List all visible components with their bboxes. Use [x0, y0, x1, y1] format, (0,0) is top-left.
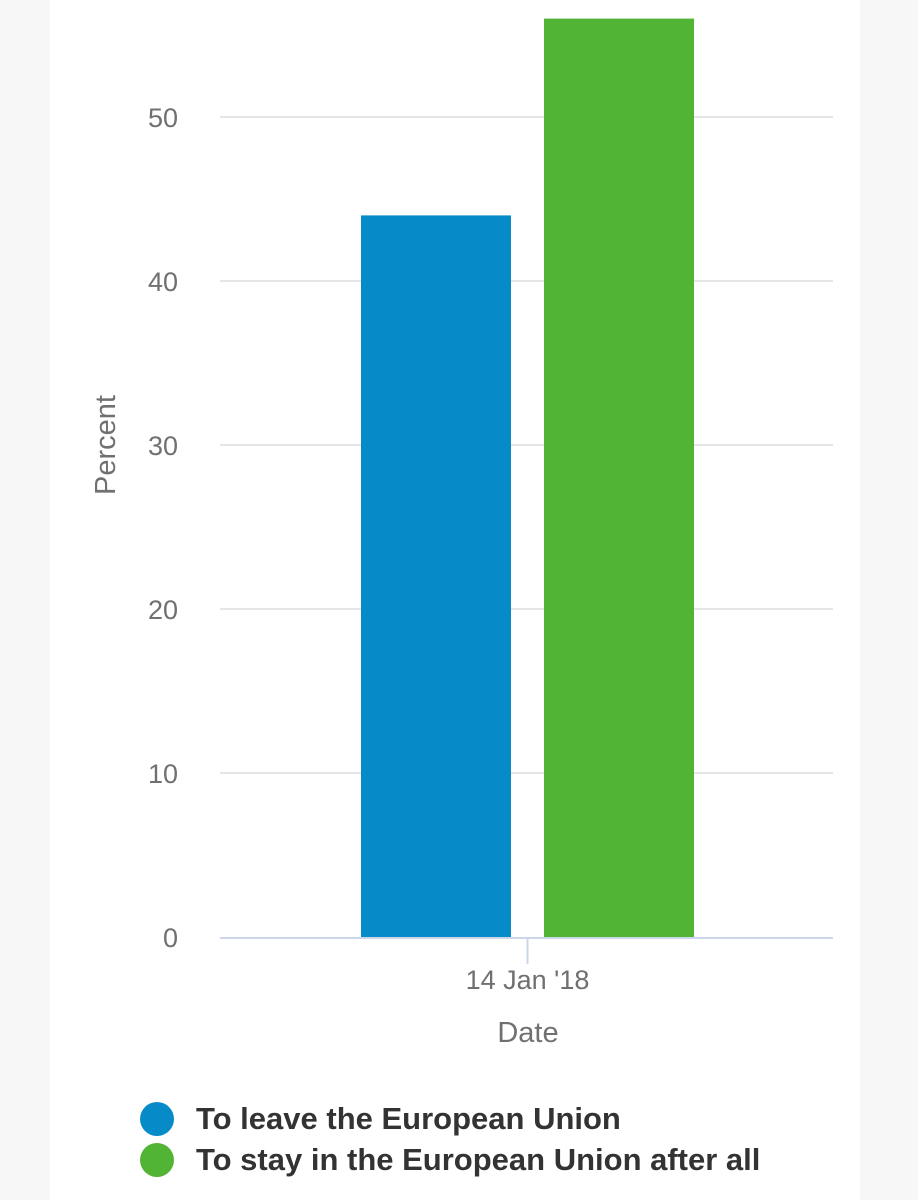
legend-item-stay[interactable]: To stay in the European Union after all [140, 1139, 760, 1180]
legend-item-leave[interactable]: To leave the European Union [140, 1098, 760, 1139]
y-tick-label: 40 [148, 267, 178, 297]
legend-swatch [140, 1142, 174, 1177]
bars [361, 18, 694, 938]
bar-stay[interactable] [544, 18, 694, 938]
bar-chart: 0 10 20 30 40 50 14 Jan '18 Percent Date [90, 18, 833, 1049]
y-tick-label: 0 [163, 923, 178, 953]
x-tick-label: 14 Jan '18 [466, 965, 590, 995]
y-tick-label: 30 [148, 431, 178, 461]
legend-label: To leave the European Union [196, 1100, 621, 1136]
y-tick-labels: 0 10 20 30 40 50 [148, 103, 178, 953]
x-axis-title: Date [497, 1017, 558, 1049]
y-tick-label: 10 [148, 759, 178, 789]
legend-swatch [140, 1101, 174, 1136]
bar-leave[interactable] [361, 215, 511, 937]
legend-label: To stay in the European Union after all [196, 1141, 761, 1177]
gridlines [220, 116, 833, 774]
y-axis-title: Percent [90, 395, 122, 495]
y-tick-label: 50 [148, 103, 178, 133]
x-ticks: 14 Jan '18 [466, 938, 590, 995]
y-tick-label: 20 [148, 595, 178, 625]
legend: To leave the European Union To stay in th… [140, 1098, 760, 1180]
